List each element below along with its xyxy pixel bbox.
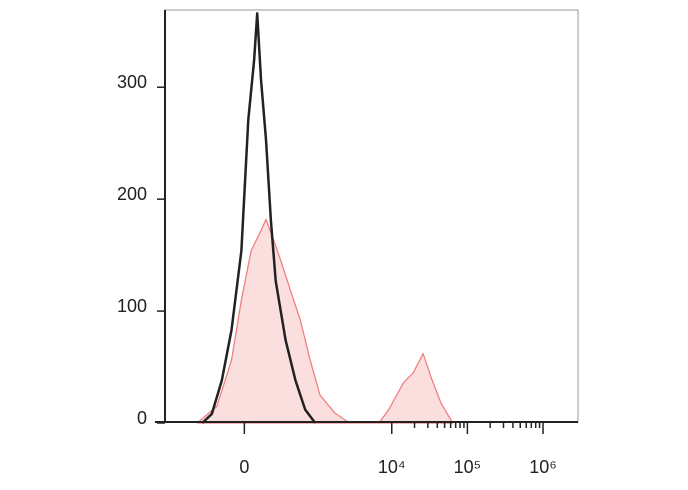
marks bbox=[196, 12, 454, 424]
y-tick-label: 100 bbox=[117, 296, 147, 316]
x-tick-label: 10⁵ bbox=[454, 457, 481, 477]
y-tick-label: 300 bbox=[117, 72, 147, 92]
histogram-area bbox=[196, 218, 454, 424]
x-tick-label: 10⁴ bbox=[378, 457, 406, 477]
y-tick-label: 200 bbox=[117, 184, 147, 204]
y-tick-label: 0 bbox=[137, 408, 147, 428]
x-tick-label: 0 bbox=[239, 457, 249, 477]
x-tick-label: 10⁶ bbox=[529, 457, 556, 477]
histogram-line bbox=[201, 12, 317, 424]
